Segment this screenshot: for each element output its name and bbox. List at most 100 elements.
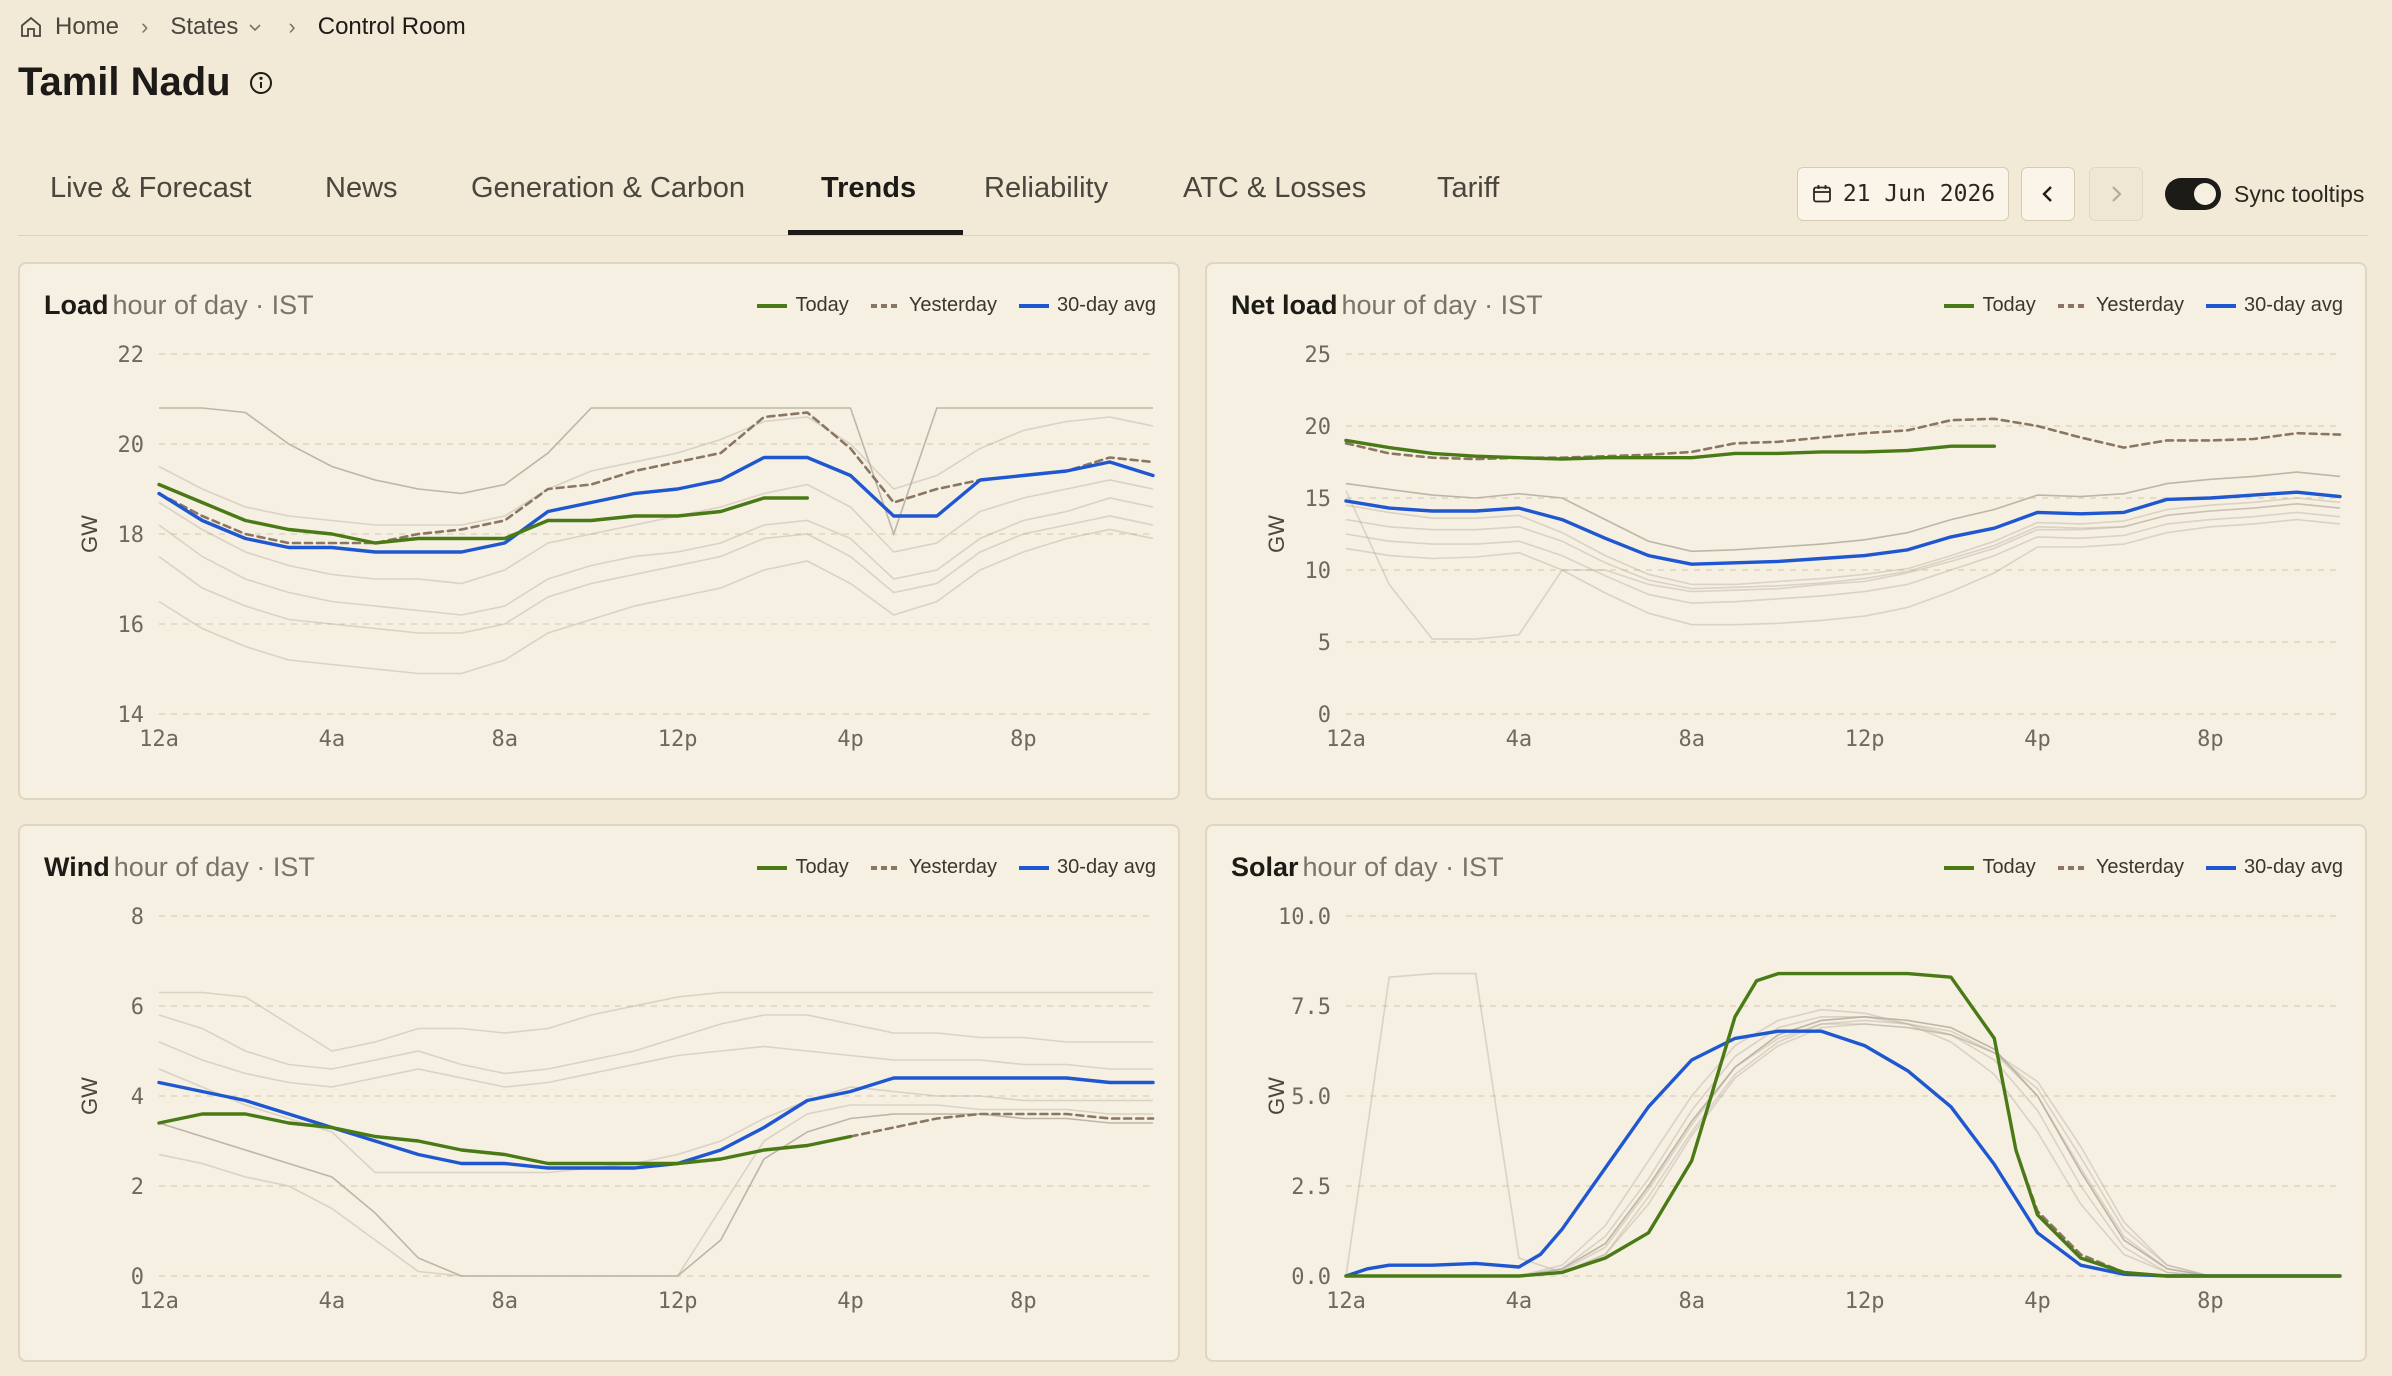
y-tick-label: 2 bbox=[131, 1175, 144, 1200]
legend-item-today[interactable]: Today bbox=[1944, 856, 2036, 879]
chevron-down-icon[interactable] bbox=[248, 20, 262, 34]
legend-label: Yesterday bbox=[2095, 294, 2185, 316]
legend-label: 30-day avg bbox=[2244, 856, 2343, 878]
legend-swatch bbox=[757, 865, 788, 870]
next-day-button[interactable] bbox=[2089, 167, 2143, 221]
legend-label: Today bbox=[795, 294, 849, 316]
legend-item-yesterday[interactable]: Yesterday bbox=[870, 294, 997, 317]
chart-title-text: Solar bbox=[1231, 852, 1299, 882]
y-axis-label: GW bbox=[1264, 1077, 1289, 1115]
series-line-yesterday[interactable] bbox=[157, 411, 1155, 545]
history-line bbox=[1346, 1019, 2340, 1277]
x-tick-label: 8p bbox=[2197, 727, 2224, 752]
chart-title-netload: Net load hour of day · IST bbox=[1231, 290, 1543, 321]
x-tick-label: 8a bbox=[491, 727, 518, 752]
date-picker-button[interactable]: 21 Jun 2026 bbox=[1797, 167, 2009, 221]
series-line-today[interactable] bbox=[157, 1112, 853, 1166]
history-line bbox=[158, 497, 1154, 616]
previous-day-button[interactable] bbox=[2021, 167, 2075, 221]
series-line-yesterday[interactable] bbox=[849, 1112, 1155, 1138]
legend-label: 30-day avg bbox=[2244, 294, 2343, 316]
series-line-30-day-avg[interactable] bbox=[1344, 490, 2342, 566]
x-tick-label: 4a bbox=[319, 1289, 346, 1314]
chart-title-solar: Solar hour of day · IST bbox=[1231, 852, 1504, 883]
legend-item-avg[interactable]: 30-day avg bbox=[1019, 294, 1156, 317]
legend-item-yesterday[interactable]: Yesterday bbox=[870, 856, 997, 879]
x-tick-label: 8p bbox=[1010, 727, 1037, 752]
chevron-right-icon bbox=[2112, 186, 2122, 202]
x-tick-label: 4p bbox=[837, 1289, 864, 1314]
x-tick-label: 4p bbox=[2024, 1289, 2051, 1314]
y-tick-label: 15 bbox=[1305, 487, 1332, 512]
legend-item-avg[interactable]: 30-day avg bbox=[2206, 856, 2343, 879]
solar-chart-panel: Solar hour of day · IST Today Yesterday 30-d… bbox=[1205, 824, 2367, 1362]
y-axis-label: GW bbox=[1264, 515, 1289, 553]
legend-item-avg[interactable]: 30-day avg bbox=[2206, 294, 2343, 317]
info-icon[interactable] bbox=[249, 71, 273, 95]
series-line-30-day-avg[interactable] bbox=[157, 1076, 1155, 1170]
legend-item-today[interactable]: Today bbox=[1944, 294, 2036, 317]
series-line-today[interactable] bbox=[1344, 438, 1996, 461]
x-tick-label: 8a bbox=[491, 1289, 518, 1314]
home-icon[interactable] bbox=[19, 15, 43, 39]
legend-swatch bbox=[2057, 303, 2088, 308]
history-line bbox=[1345, 490, 2341, 640]
toggle-knob bbox=[2194, 183, 2216, 205]
series-line-today[interactable] bbox=[1344, 971, 2342, 1278]
legend-item-yesterday[interactable]: Yesterday bbox=[2057, 294, 2185, 317]
legend-item-today[interactable]: Today bbox=[757, 856, 849, 879]
history-line bbox=[1346, 1016, 2340, 1277]
series-line-30-day-avg[interactable] bbox=[157, 455, 1155, 554]
x-tick-label: 12a bbox=[1326, 1289, 1366, 1314]
series-line-30-day-avg[interactable] bbox=[1344, 1029, 2342, 1278]
breadcrumb-states[interactable]: States bbox=[170, 13, 239, 40]
history-line bbox=[1346, 1023, 2340, 1277]
load-chart-panel: Load hour of day · IST Today Yesterday 30-da… bbox=[18, 262, 1180, 800]
history-line bbox=[1345, 511, 2341, 604]
tab-live-forecast[interactable]: Live & Forecast bbox=[50, 172, 252, 204]
history-line bbox=[1346, 1015, 2340, 1277]
tab-atc-losses[interactable]: ATC & Losses bbox=[1183, 172, 1367, 204]
legend-swatch bbox=[1944, 303, 1975, 308]
x-tick-label: 12p bbox=[658, 727, 698, 752]
legend-label: 30-day avg bbox=[1057, 856, 1156, 878]
chart-title-text: Load bbox=[44, 290, 109, 320]
legend-label: Today bbox=[795, 856, 849, 878]
history-line bbox=[158, 528, 1154, 675]
y-axis-label: GW bbox=[77, 1077, 102, 1115]
history-line bbox=[158, 515, 1154, 634]
breadcrumb-current: Control Room bbox=[317, 13, 466, 40]
page-title-wrap: Tamil Nadu bbox=[18, 60, 273, 105]
chart-plot-load: 14 16 18 20 22 12a 4a 8a 12p 4p 8p GW bbox=[77, 343, 1155, 752]
history-line bbox=[159, 407, 1153, 537]
tab-reliability[interactable]: Reliability bbox=[984, 172, 1109, 204]
tab-trends[interactable]: Trends bbox=[821, 172, 917, 204]
tab-generation-carbon[interactable]: Generation & Carbon bbox=[471, 172, 746, 204]
chevron-right-icon: › bbox=[288, 14, 296, 39]
y-tick-label: 0 bbox=[1318, 703, 1331, 728]
series-line-today[interactable] bbox=[157, 482, 809, 545]
chart-plot-solar: 0.0 2.5 5.0 7.5 10.0 12a 4a 8a 12p 4p 8p GW bbox=[1264, 905, 2342, 1314]
tab-news[interactable]: News bbox=[325, 172, 398, 204]
legend-item-yesterday[interactable]: Yesterday bbox=[2057, 856, 2184, 879]
sync-tooltips-toggle[interactable] bbox=[2165, 178, 2221, 210]
y-tick-label: 5.0 bbox=[1291, 1085, 1331, 1110]
history-line bbox=[158, 416, 1154, 526]
x-tick-label: 8p bbox=[2197, 1289, 2224, 1314]
legend-item-avg[interactable]: 30-day avg bbox=[1019, 856, 1156, 879]
y-tick-label: 14 bbox=[118, 703, 145, 728]
tab-tariff[interactable]: Tariff bbox=[1437, 172, 1500, 204]
legend-item-today[interactable]: Today bbox=[757, 294, 849, 317]
x-tick-label: 4a bbox=[1506, 727, 1533, 752]
breadcrumb-home[interactable]: Home bbox=[55, 13, 120, 40]
y-axis-label: GW bbox=[77, 515, 102, 553]
x-tick-label: 12a bbox=[1326, 727, 1366, 752]
y-tick-label: 10.0 bbox=[1278, 905, 1331, 930]
chevron-right-icon: › bbox=[141, 14, 149, 39]
series-line-yesterday[interactable] bbox=[2014, 1148, 2342, 1278]
chart-subtitle: hour of day · IST bbox=[113, 852, 315, 882]
chart-legend: Today Yesterday 30-day avg bbox=[735, 294, 1156, 317]
history-line bbox=[1345, 502, 2341, 590]
x-tick-label: 12p bbox=[1845, 1289, 1885, 1314]
x-tick-label: 12p bbox=[658, 1289, 698, 1314]
